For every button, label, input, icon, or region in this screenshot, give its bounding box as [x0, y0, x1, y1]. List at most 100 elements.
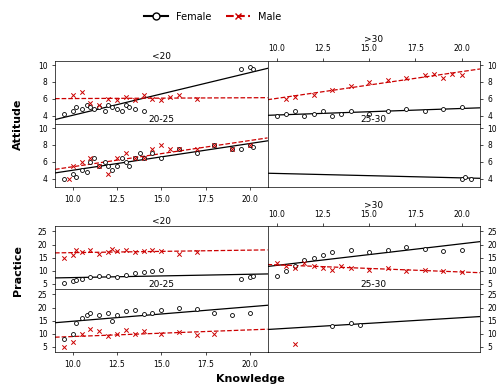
Point	[108, 318, 116, 324]
Point	[122, 103, 130, 109]
Point	[157, 154, 165, 161]
Point	[108, 245, 116, 252]
Point	[365, 111, 373, 117]
Point	[96, 104, 104, 110]
Point	[157, 98, 165, 104]
Point	[250, 144, 258, 150]
Title: <20: <20	[152, 217, 171, 226]
Point	[420, 72, 428, 78]
Point	[365, 249, 373, 255]
Point	[246, 142, 254, 148]
Point	[157, 331, 165, 337]
Point	[384, 108, 392, 115]
Point	[118, 154, 126, 161]
Point	[78, 167, 86, 173]
Title: 20-25: 20-25	[148, 115, 174, 124]
Point	[140, 91, 147, 98]
Point	[130, 154, 138, 161]
Point	[130, 249, 138, 255]
Point	[72, 320, 80, 326]
Point	[108, 167, 116, 173]
Point	[356, 322, 364, 328]
Point	[83, 103, 91, 109]
Point	[113, 154, 121, 161]
Point	[175, 251, 183, 257]
Point	[140, 108, 147, 115]
Point	[113, 163, 121, 169]
Point	[68, 339, 76, 345]
Point	[140, 154, 147, 161]
Point	[192, 332, 200, 338]
Text: Knowledge: Knowledge	[216, 374, 284, 384]
Point	[300, 113, 308, 119]
Text: Attitude: Attitude	[12, 98, 22, 149]
Point	[272, 273, 280, 279]
Point	[458, 269, 466, 275]
Point	[148, 268, 156, 274]
Point	[122, 94, 130, 100]
Point	[346, 320, 354, 326]
Point	[228, 312, 236, 319]
Point	[175, 146, 183, 152]
Point	[78, 106, 86, 112]
Point	[237, 276, 245, 282]
Point	[130, 331, 138, 337]
Point	[328, 266, 336, 272]
Point	[78, 331, 86, 337]
Point	[300, 260, 308, 266]
Point	[108, 104, 116, 110]
Point	[458, 104, 466, 110]
Point	[310, 262, 318, 269]
Point	[96, 251, 104, 257]
Point	[113, 248, 121, 254]
Point	[72, 174, 80, 180]
Point	[319, 265, 327, 271]
Point	[60, 336, 68, 342]
Point	[130, 106, 138, 112]
Point	[90, 154, 98, 161]
Point	[122, 150, 130, 156]
Point	[192, 249, 200, 255]
Point	[310, 111, 318, 117]
Title: 25-30: 25-30	[360, 280, 387, 289]
Point	[448, 70, 456, 77]
Point	[148, 146, 156, 152]
Point	[118, 108, 126, 115]
Point	[96, 273, 104, 279]
Point	[365, 266, 373, 272]
Point	[96, 163, 104, 169]
Point	[175, 305, 183, 311]
Point	[130, 98, 138, 104]
Point	[402, 268, 410, 274]
Point	[420, 245, 428, 252]
Point	[104, 163, 112, 169]
Point	[291, 94, 299, 100]
Point	[140, 328, 147, 334]
Point	[90, 106, 98, 112]
Point	[113, 106, 121, 112]
Point	[86, 274, 94, 281]
Point	[104, 273, 112, 279]
Point	[86, 154, 94, 161]
Point	[282, 111, 290, 117]
Point	[458, 175, 466, 182]
Point	[60, 175, 68, 182]
Point	[157, 142, 165, 148]
Point	[291, 108, 299, 115]
Point	[68, 163, 76, 169]
Point	[282, 268, 290, 274]
Point	[96, 312, 104, 319]
Point	[113, 98, 121, 104]
Point	[458, 247, 466, 253]
Point	[136, 150, 144, 156]
Point	[113, 331, 121, 337]
Point	[420, 108, 428, 115]
Point	[122, 327, 130, 333]
Point	[140, 154, 147, 161]
Point	[113, 312, 121, 319]
Point	[210, 331, 218, 337]
Point	[148, 310, 156, 316]
Point	[420, 266, 428, 272]
Point	[96, 163, 104, 169]
Point	[148, 96, 156, 102]
